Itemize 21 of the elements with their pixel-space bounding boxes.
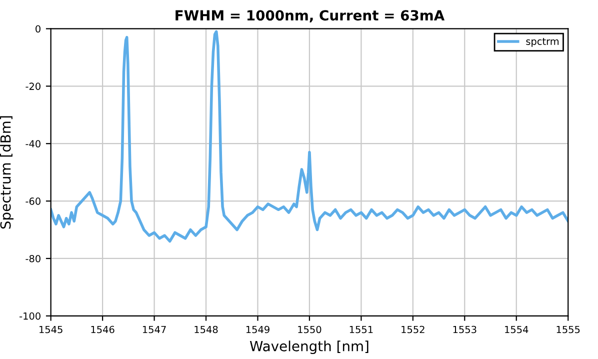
x-tick-label: 1547 <box>142 326 166 334</box>
x-tick-label: 1546 <box>91 326 114 334</box>
y-tick-label: -20 <box>26 82 40 90</box>
x-tick-label: 1545 <box>40 326 62 334</box>
y-tick-label: -80 <box>26 254 40 262</box>
legend-label: spctrm <box>526 38 559 47</box>
chart-title: FWHM = 1000nm, Current = 63mA <box>176 10 445 22</box>
x-tick-label: 1553 <box>453 326 476 334</box>
x-tick-label: 1549 <box>246 326 270 334</box>
x-tick-label: 1551 <box>350 326 373 334</box>
y-axis-title: Spectrum [dBm] <box>0 116 14 229</box>
y-tick-label: -40 <box>26 140 40 148</box>
x-tick-label: 1548 <box>194 326 218 334</box>
x-tick-label: 1550 <box>298 326 322 334</box>
x-tick-label: 1555 <box>556 326 580 334</box>
y-tick-label: -100 <box>20 312 40 320</box>
y-tick-label: -60 <box>26 198 40 205</box>
x-tick-label: 1552 <box>402 326 424 334</box>
x-tick-label: 1554 <box>505 326 528 334</box>
x-axis-title: Wavelength [nm] <box>250 340 368 354</box>
y-tick-label: 0 <box>36 25 40 33</box>
